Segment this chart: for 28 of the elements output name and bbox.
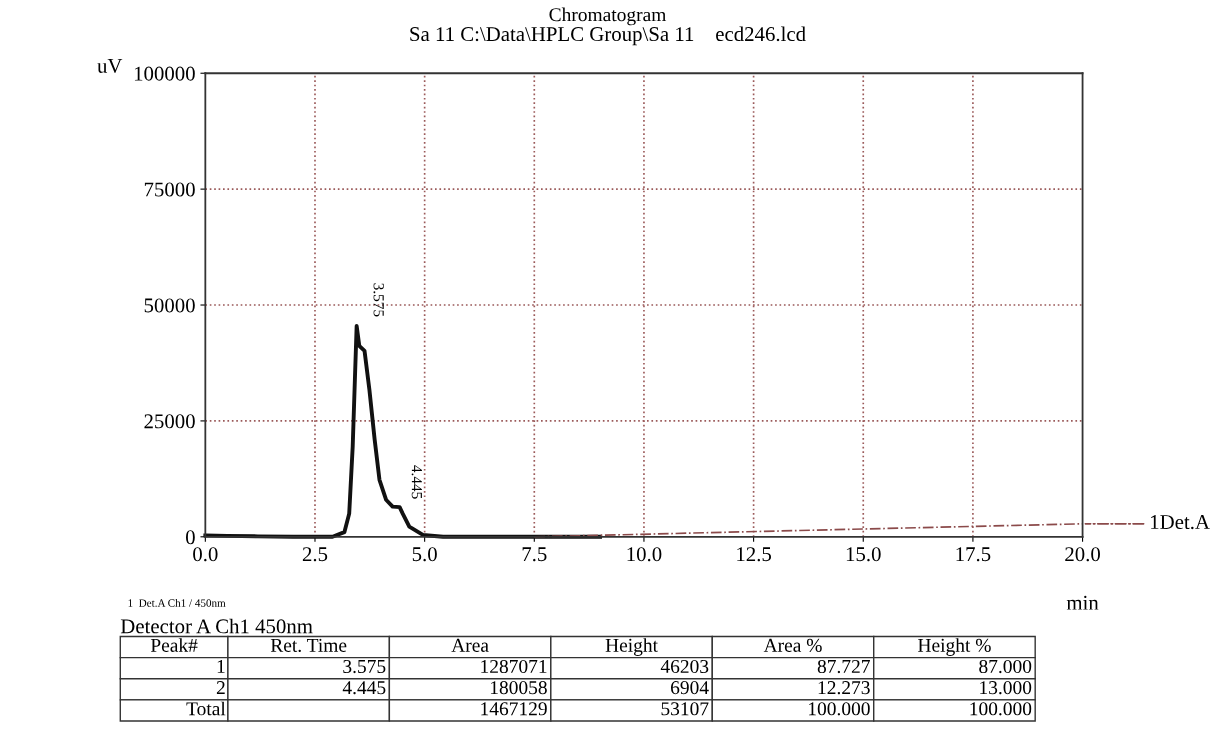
x-tick-label: 15.0: [846, 547, 881, 562]
x-tick-label: 12.5: [737, 547, 772, 562]
text: 2 4.445 180058 6904 12.273 13.000: [216, 681, 1032, 695]
y-tick-label: 75000: [144, 182, 195, 197]
y-tick-label: 50000: [144, 298, 195, 313]
annotation: 3.575: [373, 283, 384, 317]
x-tick-label: 0.0: [193, 547, 218, 562]
text: 1 3.575 1287071 46203 87.727 87.000: [217, 659, 1032, 674]
text: Detector A Ch1 450nm: [120, 618, 313, 634]
chart-subtitle: Sa 11 C:\Data\HPLC Group\Sa 11 ecd246.lcd: [410, 26, 806, 46]
line-series: [203, 323, 603, 539]
x-tick-label: 17.5: [956, 547, 991, 562]
x-tick-label: 5.0: [412, 547, 437, 562]
text: Peak# Ret. Time Area Height Area % Height %: [150, 638, 991, 656]
y-tick-label: 25000: [144, 414, 195, 429]
y-tick-label: 100000: [134, 66, 195, 81]
annotation: 4.445: [411, 465, 422, 499]
x-tick-label: 10.0: [627, 547, 662, 562]
x-tick-label: 20.0: [1065, 547, 1100, 562]
y-axis-title: uV: [97, 59, 123, 73]
y-tick-label: 0: [185, 530, 195, 545]
chart-title: Chromatogram: [549, 7, 667, 26]
text: 1 Det.A Ch1 / 450nm: [128, 598, 226, 607]
x-axis-title: min: [1066, 595, 1099, 610]
x-tick-label: 2.5: [302, 547, 328, 562]
x-tick-label: 7.5: [522, 547, 547, 562]
legend-label: 1Det.A: [1151, 515, 1210, 530]
text: Total 1467129 53107 100.000 100.000: [186, 701, 1032, 716]
